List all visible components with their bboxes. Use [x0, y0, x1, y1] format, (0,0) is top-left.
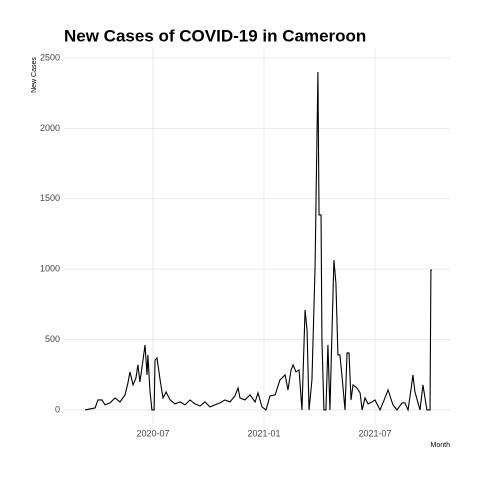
x-tick-label: 2021-07 [358, 428, 391, 438]
y-tick-label: 2500 [40, 52, 60, 62]
x-tick-label: 2021-01 [247, 428, 280, 438]
y-tick-label: 0 [55, 404, 60, 414]
x-axis-label: Month [431, 442, 451, 449]
x-tick-label: 2020-07 [136, 428, 169, 438]
y-axis-label: New Cases [31, 57, 38, 93]
chart-title: New Cases of COVID-19 in Cameroon [64, 26, 366, 45]
series-line [84, 72, 433, 412]
y-tick-label: 500 [45, 334, 60, 344]
y-tick-label: 1500 [40, 193, 60, 203]
y-tick-label: 1000 [40, 264, 60, 274]
y-tick-label: 2000 [40, 123, 60, 133]
